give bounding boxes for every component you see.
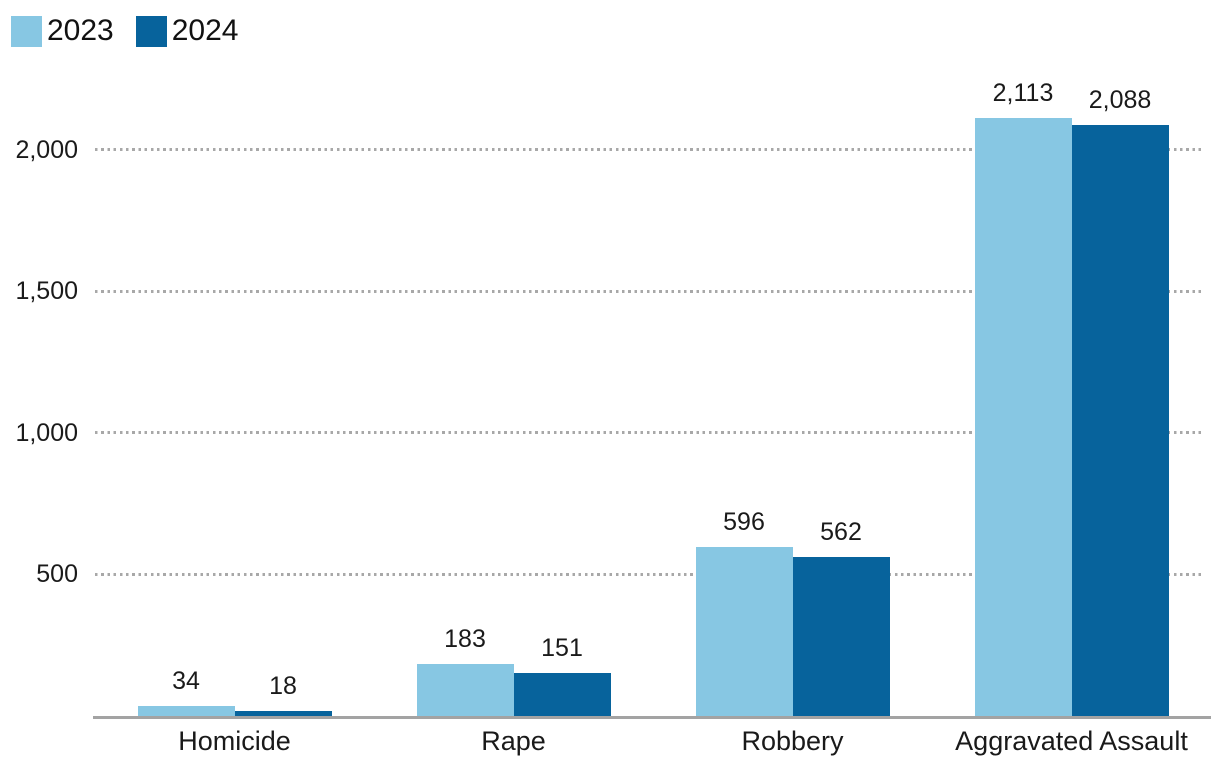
y-axis-tick-label: 500 [36,560,78,589]
bar-value-label: 596 [723,508,765,536]
bar-value-label: 2,088 [1088,86,1152,114]
bar-value-label: 2,113 [992,79,1054,107]
legend-swatch-2023 [11,15,42,47]
legend-item-2023: 2023 [11,15,114,47]
gridline-1,000 [95,431,1205,435]
bar-value-label: 34 [172,667,200,695]
legend-swatch-2024 [135,15,167,47]
legend-label-2023: 2023 [47,14,114,47]
bar-2023-homicide [137,706,235,716]
bar-2023-robbery [695,547,793,716]
category-label-aggravated-assault: Aggravated Assault [955,726,1188,756]
y-axis-tick-label: 1,000 [15,418,78,447]
legend-label-2024: 2024 [171,14,239,47]
y-axis-tick-label: 1,500 [15,277,78,306]
legend-item-2024: 2024 [135,14,239,47]
bar-2024-rape [513,673,611,716]
bar-2023-aggravated-assault [974,118,1072,716]
bar-2024-aggravated-assault [1071,125,1169,716]
bar-2023-rape [416,664,514,716]
category-label-robbery: Robbery [741,726,844,756]
bar-2024-homicide [234,711,332,716]
bar-value-label: 562 [820,518,862,546]
chart-legend: 2023 2024 [11,15,239,47]
y-axis-tick-label: 2,000 [15,135,78,164]
gridline-500 [95,572,1205,576]
x-axis-line [93,716,1211,719]
bar-value-label: 183 [444,625,486,653]
bar-value-label: 151 [541,634,583,662]
bar-2024-robbery [792,557,890,716]
bar-value-label: 18 [269,672,297,700]
category-label-rape: Rape [481,726,546,756]
gridline-1,500 [95,289,1205,293]
category-label-homicide: Homicide [178,726,291,756]
gridline-2,000 [95,148,1205,152]
